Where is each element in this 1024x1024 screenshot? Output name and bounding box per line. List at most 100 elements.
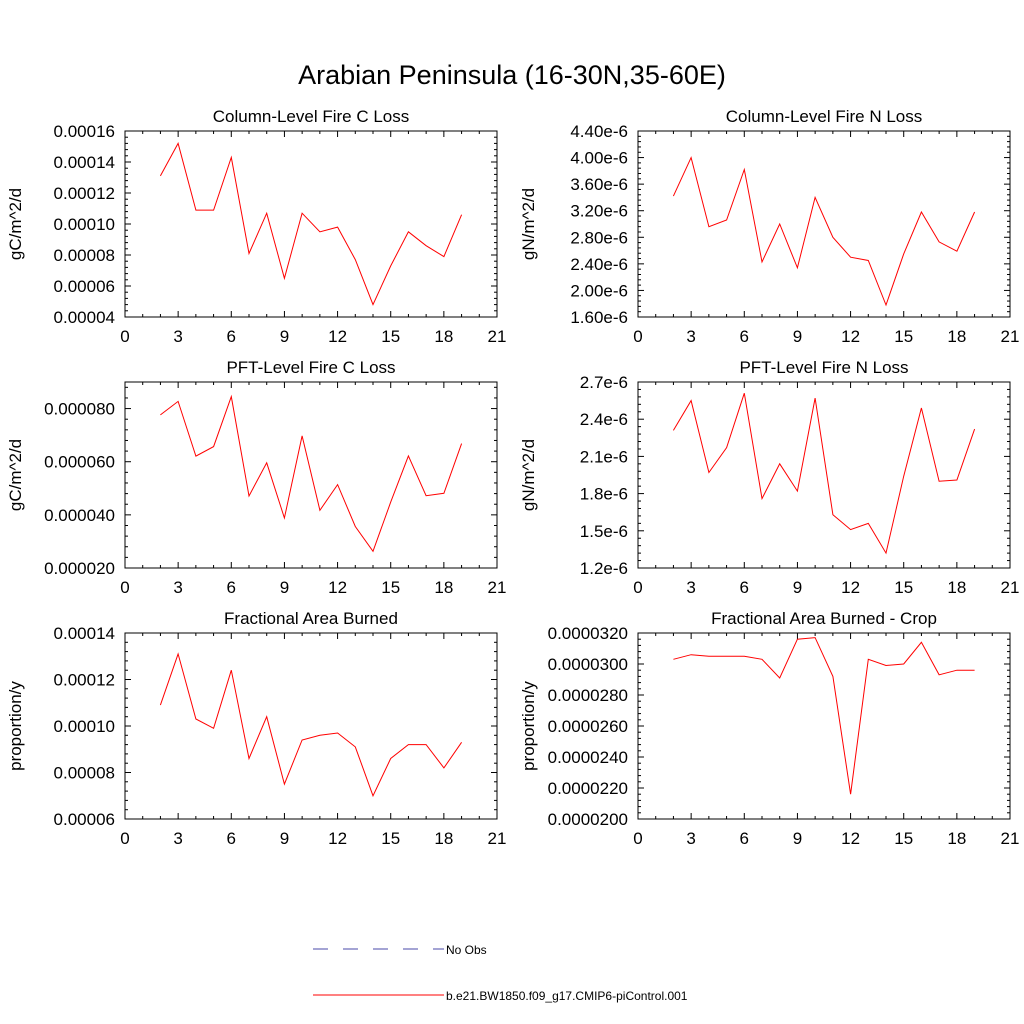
- legend-model-label: b.e21.BW1850.f09_g17.CMIP6-piControl.001: [446, 989, 688, 1003]
- y-tick-label: 0.00010: [54, 215, 115, 234]
- plot-frame: [124, 381, 498, 569]
- x-tick-label: 21: [488, 829, 507, 848]
- x-tick-label: 18: [947, 829, 966, 848]
- y-tick-label: 0.00006: [54, 277, 115, 296]
- x-tick-label: 9: [280, 327, 289, 346]
- y-tick-label: 0.0000240: [548, 748, 628, 767]
- series-line: [673, 637, 975, 795]
- y-tick-label: 2.80e-6: [570, 228, 628, 247]
- y-tick-label: 0.000080: [44, 400, 115, 419]
- x-tick-label: 21: [1001, 829, 1020, 848]
- y-tick-label: 2.00e-6: [570, 281, 628, 300]
- x-tick-label: 6: [227, 578, 236, 597]
- panel-title: PFT-Level Fire N Loss: [739, 358, 908, 377]
- main-title: Arabian Peninsula (16-30N,35-60E): [298, 60, 726, 90]
- x-tick-label: 21: [1001, 578, 1020, 597]
- x-tick-label: 6: [740, 578, 749, 597]
- x-tick-label: 9: [793, 578, 802, 597]
- plot-frame: [637, 381, 1011, 569]
- y-tick-label: 1.60e-6: [570, 308, 628, 327]
- y-axis-label: gC/m^2/d: [6, 439, 25, 511]
- x-tick-label: 0: [120, 327, 129, 346]
- y-tick-label: 0.00006: [54, 810, 115, 829]
- x-tick-label: 0: [120, 578, 129, 597]
- y-tick-label: 1.8e-6: [580, 485, 628, 504]
- y-axis-label: proportion/y: [519, 681, 538, 771]
- y-tick-label: 0.000020: [44, 559, 115, 578]
- x-tick-label: 9: [793, 829, 802, 848]
- x-tick-label: 12: [841, 327, 860, 346]
- panel-title: Fractional Area Burned: [224, 609, 398, 628]
- y-tick-label: 0.00014: [54, 153, 115, 172]
- y-tick-label: 0.000060: [44, 453, 115, 472]
- x-tick-label: 18: [434, 327, 453, 346]
- x-tick-label: 15: [381, 327, 400, 346]
- x-tick-label: 21: [1001, 327, 1020, 346]
- y-axis-label: proportion/y: [6, 681, 25, 771]
- y-tick-label: 0.00008: [54, 764, 115, 783]
- y-tick-label: 1.5e-6: [580, 522, 628, 541]
- panel-5: Fractional Area Burned proportion/y 0 3 6 9 12…: [6, 609, 506, 848]
- y-tick-label: 0.0000280: [548, 686, 628, 705]
- y-tick-label: 3.60e-6: [570, 175, 628, 194]
- x-tick-label: 3: [686, 578, 695, 597]
- x-tick-label: 21: [488, 327, 507, 346]
- y-tick-label: 2.1e-6: [580, 447, 628, 466]
- series-line: [160, 394, 463, 553]
- x-tick-label: 18: [434, 578, 453, 597]
- y-tick-label: 0.0000260: [548, 717, 628, 736]
- plot-frame: [637, 130, 1011, 318]
- y-tick-label: 0.0000320: [548, 624, 628, 643]
- y-tick-label: 2.7e-6: [580, 373, 628, 392]
- y-tick-label: 0.00004: [54, 308, 115, 327]
- x-tick-label: 0: [120, 829, 129, 848]
- x-tick-label: 0: [633, 578, 642, 597]
- panel-1: Column-Level Fire C Loss gC/m^2/d 0 3 6 9 12 15…: [6, 107, 506, 346]
- y-tick-label: 0.0000220: [548, 779, 628, 798]
- x-tick-label: 12: [328, 829, 347, 848]
- x-tick-label: 18: [947, 327, 966, 346]
- y-tick-label: 0.00016: [54, 122, 115, 141]
- panel-title: Column-Level Fire C Loss: [213, 107, 410, 126]
- x-tick-label: 9: [280, 829, 289, 848]
- x-tick-label: 15: [894, 578, 913, 597]
- series-line: [672, 393, 976, 555]
- panels: Column-Level Fire C Loss gC/m^2/d 0 3 6 9 12 15…: [6, 107, 1019, 848]
- x-tick-label: 18: [947, 578, 966, 597]
- panel-title: PFT-Level Fire C Loss: [226, 358, 395, 377]
- y-axis-label: gN/m^2/d: [519, 188, 538, 260]
- x-tick-label: 15: [894, 829, 913, 848]
- y-tick-label: 0.00010: [54, 717, 115, 736]
- x-tick-label: 9: [793, 327, 802, 346]
- panel-title: Fractional Area Burned - Crop: [711, 609, 937, 628]
- x-tick-label: 6: [740, 829, 749, 848]
- y-tick-label: 0.00012: [54, 184, 115, 203]
- x-tick-label: 12: [841, 578, 860, 597]
- x-tick-label: 15: [894, 327, 913, 346]
- x-tick-label: 3: [173, 829, 182, 848]
- panel-3: PFT-Level Fire C Loss gC/m^2/d 0 3 6 9 12 15 18 2…: [6, 358, 506, 597]
- y-tick-label: 2.4e-6: [580, 410, 628, 429]
- y-axis-label: gN/m^2/d: [519, 439, 538, 511]
- y-tick-label: 3.20e-6: [570, 202, 628, 221]
- y-tick-label: 0.000040: [44, 506, 115, 525]
- x-tick-label: 12: [328, 327, 347, 346]
- plot-frame: [124, 130, 498, 318]
- x-tick-label: 0: [633, 327, 642, 346]
- y-tick-label: 2.40e-6: [570, 255, 628, 274]
- y-tick-label: 4.40e-6: [570, 122, 628, 141]
- y-tick-label: 0.00008: [54, 246, 115, 265]
- x-tick-label: 18: [434, 829, 453, 848]
- series-line: [672, 156, 976, 307]
- y-tick-label: 4.00e-6: [570, 149, 628, 168]
- x-tick-label: 6: [227, 327, 236, 346]
- y-tick-label: 0.0000200: [548, 810, 628, 829]
- x-tick-label: 6: [227, 829, 236, 848]
- x-tick-label: 12: [841, 829, 860, 848]
- x-tick-label: 12: [328, 578, 347, 597]
- legend: No Obs b.e21.BW1850.f09_g17.CMIP6-piCont…: [313, 943, 688, 1003]
- panel-title: Column-Level Fire N Loss: [726, 107, 923, 126]
- y-axis-label: gC/m^2/d: [6, 188, 25, 260]
- y-tick-label: 0.00012: [54, 671, 115, 690]
- plot-frame: [124, 632, 498, 820]
